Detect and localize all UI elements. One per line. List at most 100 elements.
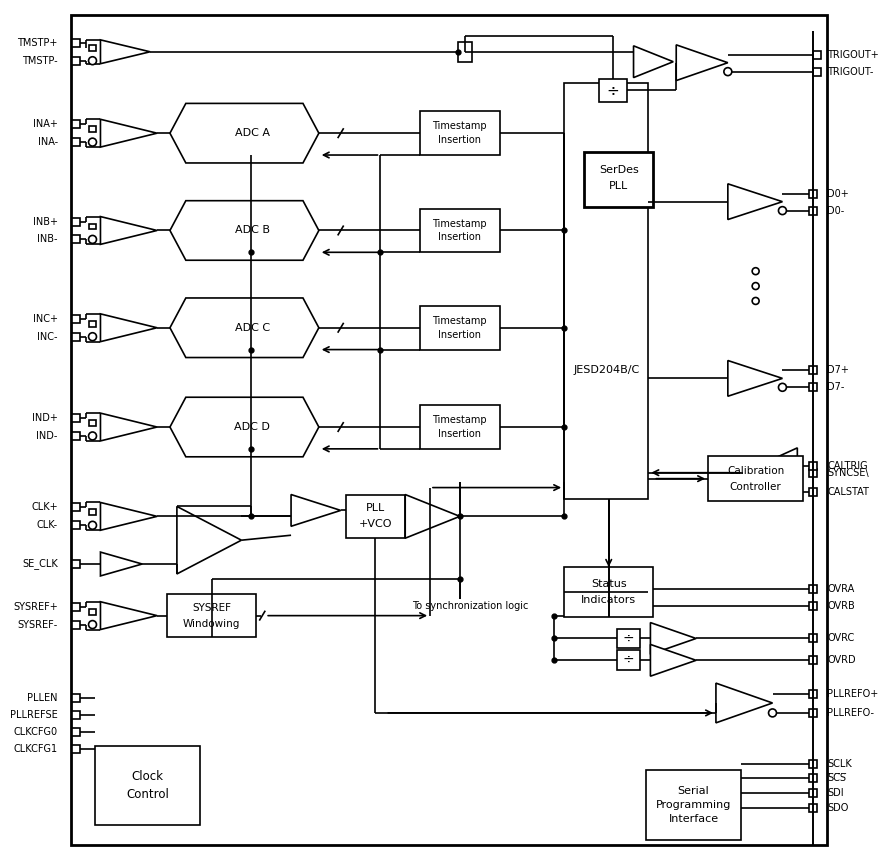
Bar [72,333,79,341]
Bar [72,138,79,146]
Polygon shape [728,360,782,396]
Text: Insertion: Insertion [438,232,481,243]
Polygon shape [101,40,150,64]
Text: PLLEN: PLLEN [28,693,58,703]
Circle shape [752,283,759,290]
Text: ADC D: ADC D [234,422,271,432]
Circle shape [88,333,96,341]
Circle shape [88,138,96,146]
Bar [809,206,817,215]
Bar [708,456,804,501]
Text: S̅C̅S̅: S̅C̅S̅ [827,773,846,783]
Text: PLLREFSE: PLLREFSE [10,710,58,720]
Bar [809,804,817,812]
Text: Clock: Clock [132,770,164,783]
Polygon shape [743,448,797,497]
Polygon shape [651,644,696,676]
Circle shape [88,432,96,440]
Text: Timestamp: Timestamp [433,316,487,326]
Text: ADC C: ADC C [235,322,270,333]
Bar [809,775,817,783]
Bar [809,469,817,476]
Polygon shape [101,502,157,531]
Text: Interface: Interface [668,814,718,824]
Text: SYSREF+: SYSREF+ [13,602,58,611]
Text: SYNCSE\: SYNCSE\ [827,468,869,477]
Polygon shape [101,552,142,576]
Text: OVRD: OVRD [827,655,856,666]
Bar [72,415,79,422]
Text: SerDes: SerDes [599,165,638,175]
Bar [88,224,96,230]
Text: SCLK: SCLK [827,759,852,769]
Polygon shape [101,602,157,630]
Text: TMSTP+: TMSTP+ [18,38,58,48]
Polygon shape [170,397,319,457]
Text: CLK-: CLK- [36,520,58,531]
Bar [809,656,817,664]
Text: IND-: IND- [36,431,58,441]
Polygon shape [101,217,157,244]
Text: ADC A: ADC A [235,128,270,138]
Bar [88,126,96,132]
Text: PLLREFO-: PLLREFO- [827,708,874,718]
Bar [420,209,499,252]
Text: PLL: PLL [609,181,628,191]
Text: Insertion: Insertion [438,329,481,340]
Bar [88,45,96,51]
Text: Timestamp: Timestamp [433,121,487,132]
Text: PLLREFO+: PLLREFO+ [827,689,878,699]
Bar [809,602,817,610]
Text: Insertion: Insertion [438,135,481,145]
Polygon shape [291,494,341,526]
Bar [345,494,405,538]
Bar [72,621,79,629]
Bar [584,152,653,206]
Text: SDO: SDO [827,803,848,814]
Bar [72,315,79,322]
Bar [88,321,96,327]
Text: PLL: PLL [366,503,385,513]
Text: INA+: INA+ [33,120,58,129]
Polygon shape [170,200,319,261]
Text: D7-: D7- [827,383,845,392]
Text: Indicators: Indicators [581,595,636,605]
Text: Insertion: Insertion [438,429,481,439]
Text: CLK+: CLK+ [31,502,58,513]
Polygon shape [716,683,773,723]
Polygon shape [101,120,157,147]
Bar [809,759,817,767]
Text: Calibration: Calibration [727,466,784,476]
Text: TRIGOUT-: TRIGOUT- [827,66,873,77]
Bar [809,488,817,495]
Bar [420,111,499,155]
Text: Controller: Controller [730,482,781,492]
Bar [599,78,627,102]
Polygon shape [728,184,782,219]
Bar [809,384,817,391]
Text: INB-: INB- [37,235,58,244]
Text: SYSREF: SYSREF [192,603,231,612]
Bar [813,51,821,58]
Text: ÷: ÷ [606,83,619,98]
Bar [72,728,79,736]
Text: CLKCFG0: CLKCFG0 [13,727,58,737]
Bar [809,709,817,717]
Text: TMSTP-: TMSTP- [22,56,58,65]
Text: SYSREF-: SYSREF- [18,619,58,630]
Circle shape [88,57,96,64]
Bar [809,190,817,198]
Bar [72,39,79,46]
Polygon shape [101,413,157,441]
Circle shape [88,236,96,243]
Text: D0+: D0+ [827,188,849,199]
Bar [72,603,79,611]
Bar [72,218,79,225]
Circle shape [779,206,787,215]
Bar [809,462,817,470]
Bar [95,746,199,825]
Text: OVRB: OVRB [827,600,855,611]
Text: Timestamp: Timestamp [433,415,487,425]
Bar [420,405,499,449]
Polygon shape [170,103,319,163]
